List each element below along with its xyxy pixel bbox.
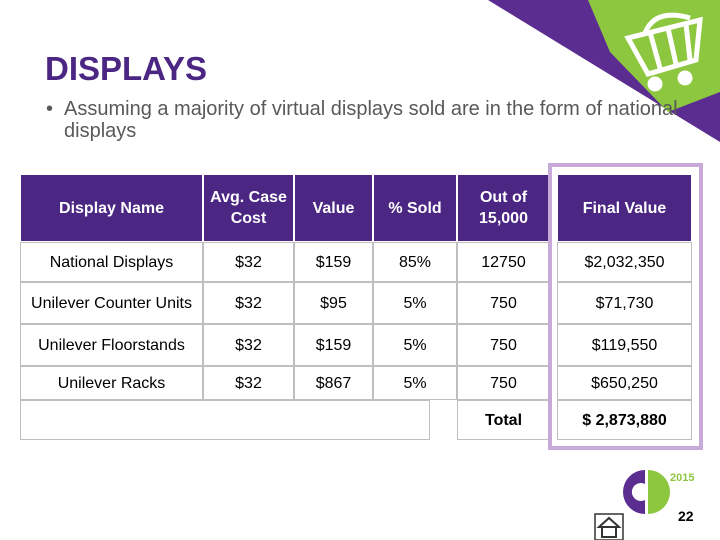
table-cell: $32 [203, 324, 294, 366]
table-cell: $119,550 [557, 324, 692, 366]
column-header: Value [294, 174, 373, 242]
table-cell: $159 [294, 242, 373, 282]
home-icon [594, 513, 624, 540]
bullet-text: Assuming a majority of virtual displays … [46, 98, 684, 142]
table-cell: National Displays [20, 242, 203, 282]
table-cell: $95 [294, 282, 373, 324]
highlight-box [548, 163, 703, 450]
table-cell: 5% [373, 366, 457, 400]
column-header: Out of 15,000 [457, 174, 550, 242]
table-cell: Unilever Floorstands [20, 324, 203, 366]
slide-title: DISPLAYS [45, 50, 208, 87]
table-cell: $71,730 [557, 282, 692, 324]
table-cell: 750 [457, 282, 550, 324]
empty-cell [20, 400, 430, 440]
table-cell: $32 [203, 282, 294, 324]
table-cell: $32 [203, 242, 294, 282]
table-cell: 12750 [457, 242, 550, 282]
logo-year: 2015 [670, 472, 694, 484]
basket-icon [624, 12, 703, 92]
column-header: Avg. Case Cost [203, 174, 294, 242]
column-header: % Sold [373, 174, 457, 242]
logo-green [648, 470, 670, 514]
table-cell: 750 [457, 366, 550, 400]
table-cell: $867 [294, 366, 373, 400]
page-number: 22 [678, 508, 694, 524]
table-cell: 85% [373, 242, 457, 282]
table-cell: $32 [203, 366, 294, 400]
table-cell: 750 [457, 324, 550, 366]
table-cell: 5% [373, 282, 457, 324]
table-cell: Unilever Racks [20, 366, 203, 400]
column-header: Final Value [557, 174, 692, 242]
total-value: $ 2,873,880 [557, 400, 692, 440]
table-cell: 5% [373, 324, 457, 366]
total-label: Total [457, 400, 550, 440]
table-cell: Unilever Counter Units [20, 282, 203, 324]
table-cell: $159 [294, 324, 373, 366]
table-cell: $650,250 [557, 366, 692, 400]
column-header: Display Name [20, 174, 203, 242]
logo-purple [623, 470, 645, 514]
table-cell: $2,032,350 [557, 242, 692, 282]
